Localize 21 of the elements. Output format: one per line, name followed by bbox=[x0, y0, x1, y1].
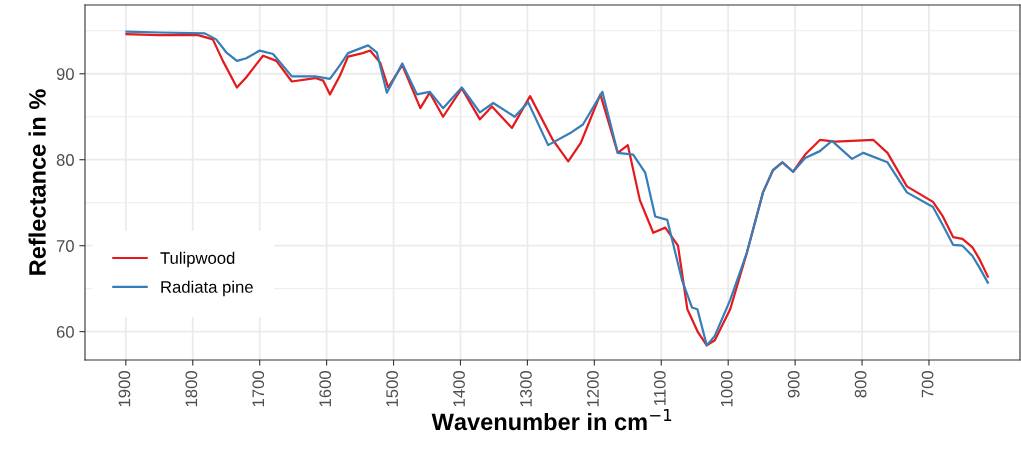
x-tick-label: 1600 bbox=[319, 371, 332, 407]
y-tick-label: 80 bbox=[56, 154, 74, 166]
legend-label: Radiata pine bbox=[161, 280, 253, 297]
x-tick-label: 1200 bbox=[587, 371, 599, 407]
x-tick-label: 900 bbox=[787, 371, 800, 398]
x-tick-label: 700 bbox=[921, 371, 934, 398]
y-tick-label: 70 bbox=[56, 240, 74, 252]
x-tick-label: 1300 bbox=[520, 371, 532, 407]
x-tick-label: 1700 bbox=[252, 371, 265, 407]
legend-label: Tulipwood bbox=[160, 251, 235, 268]
y-tick-label: 90 bbox=[56, 68, 74, 80]
x-tick-label: 1400 bbox=[453, 371, 465, 407]
x-tick-label: 1500 bbox=[386, 371, 399, 407]
x-tick-label: 1900 bbox=[118, 371, 131, 407]
y-axis-title: Reflectance in % bbox=[28, 89, 46, 275]
x-tick-label: 1100 bbox=[653, 371, 666, 405]
x-tick-label: 1000 bbox=[720, 371, 733, 407]
x-tick-label: 1800 bbox=[185, 371, 198, 407]
y-tick-label: 60 bbox=[56, 326, 74, 338]
x-axis-title: Wavenumber in cm$^{−1}$ bbox=[431, 408, 672, 431]
x-tick-label: 800 bbox=[854, 371, 867, 398]
